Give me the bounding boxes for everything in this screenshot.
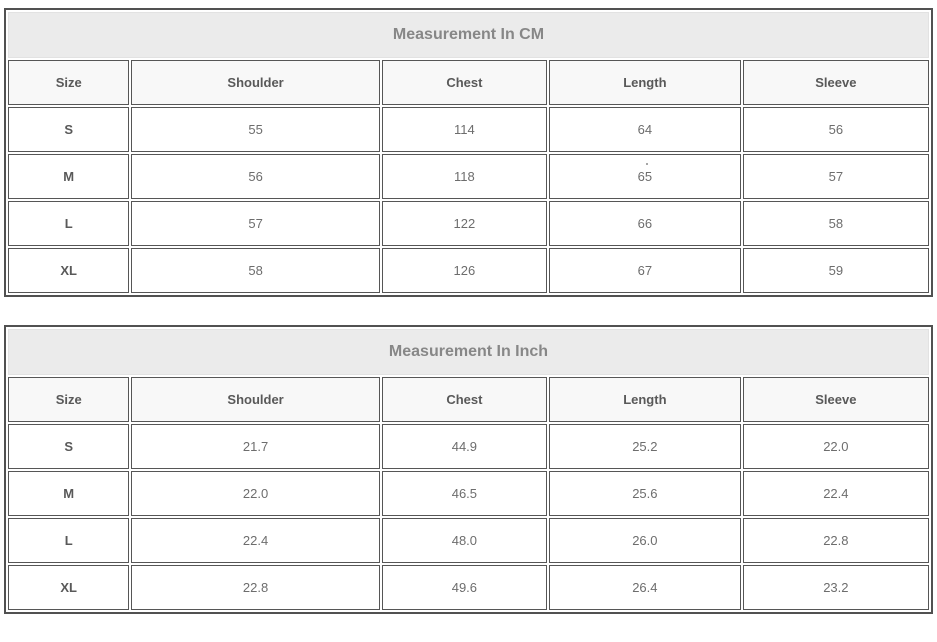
measurement-cell: 58: [131, 248, 380, 293]
table-title-row: Measurement In CM: [8, 12, 929, 58]
table-row: M 22.0 46.5 25.6 22.4: [8, 471, 929, 516]
measurement-cell: 22.4: [131, 518, 380, 563]
measurement-cell: 49.6: [381, 565, 547, 610]
measurement-cell: 22.0: [742, 424, 929, 469]
column-header-row: Size Shoulder Chest Length Sleeve: [8, 377, 929, 422]
measurement-cell: 22.8: [131, 565, 380, 610]
size-cell: XL: [8, 565, 130, 610]
column-header-size: Size: [8, 60, 130, 105]
measurement-cell: 56: [131, 154, 380, 199]
table-row: XL 58 126 67 59: [8, 248, 929, 293]
measurement-cell: 23.2: [742, 565, 929, 610]
measurement-cell: 59: [742, 248, 929, 293]
measurement-cell: 25.2: [549, 424, 741, 469]
measurement-cell: 22.4: [742, 471, 929, 516]
measurement-cell: 65: [549, 154, 741, 199]
measurement-cell: 126: [381, 248, 547, 293]
measurement-cell: 22.8: [742, 518, 929, 563]
table-row: M 56 118 65 57: [8, 154, 929, 199]
measurement-cell: 55: [131, 107, 380, 152]
measurement-cell: 25.6: [549, 471, 741, 516]
measurement-cell: 26.0: [549, 518, 741, 563]
size-cell: M: [8, 471, 130, 516]
measurement-cell: 64: [549, 107, 741, 152]
column-header-chest: Chest: [381, 377, 547, 422]
measurement-cell: 44.9: [381, 424, 547, 469]
column-header-sleeve: Sleeve: [742, 60, 929, 105]
measurement-cell: 57: [131, 201, 380, 246]
table-title-row: Measurement In Inch: [8, 329, 929, 375]
column-header-row: Size Shoulder Chest Length Sleeve: [8, 60, 929, 105]
measurement-cell: 118: [381, 154, 547, 199]
table-row: S 21.7 44.9 25.2 22.0: [8, 424, 929, 469]
size-cell: M: [8, 154, 130, 199]
measurement-table-cm: Measurement In CM Size Shoulder Chest Le…: [4, 8, 933, 297]
column-header-length: Length: [549, 60, 741, 105]
measurement-cell: 46.5: [381, 471, 547, 516]
measurement-cell: 26.4: [549, 565, 741, 610]
table-title-cm: Measurement In CM: [8, 12, 929, 58]
table-row: L 22.4 48.0 26.0 22.8: [8, 518, 929, 563]
measurement-cell: 66: [549, 201, 741, 246]
measurement-cell: 22.0: [131, 471, 380, 516]
column-header-chest: Chest: [381, 60, 547, 105]
measurement-cell: 48.0: [381, 518, 547, 563]
size-cell: S: [8, 107, 130, 152]
table-row: XL 22.8 49.6 26.4 23.2: [8, 565, 929, 610]
table-row: S 55 114 64 56: [8, 107, 929, 152]
column-header-sleeve: Sleeve: [742, 377, 929, 422]
column-header-shoulder: Shoulder: [131, 60, 380, 105]
column-header-length: Length: [549, 377, 741, 422]
measurement-value: 65: [637, 163, 653, 184]
stray-dot-artifact: [645, 163, 648, 165]
column-header-shoulder: Shoulder: [131, 377, 380, 422]
table-title-inch: Measurement In Inch: [8, 329, 929, 375]
measurement-cell: 114: [381, 107, 547, 152]
measurement-cell: 57: [742, 154, 929, 199]
measurement-cell: 21.7: [131, 424, 380, 469]
table-row: L 57 122 66 58: [8, 201, 929, 246]
measurement-cell: 58: [742, 201, 929, 246]
measurement-cell: 122: [381, 201, 547, 246]
measurement-text: 65: [637, 169, 653, 184]
column-header-size: Size: [8, 377, 130, 422]
size-cell: S: [8, 424, 130, 469]
measurement-cell: 56: [742, 107, 929, 152]
measurement-cell: 67: [549, 248, 741, 293]
size-cell: XL: [8, 248, 130, 293]
size-cell: L: [8, 201, 130, 246]
size-cell: L: [8, 518, 130, 563]
measurement-table-inch: Measurement In Inch Size Shoulder Chest …: [4, 325, 933, 614]
